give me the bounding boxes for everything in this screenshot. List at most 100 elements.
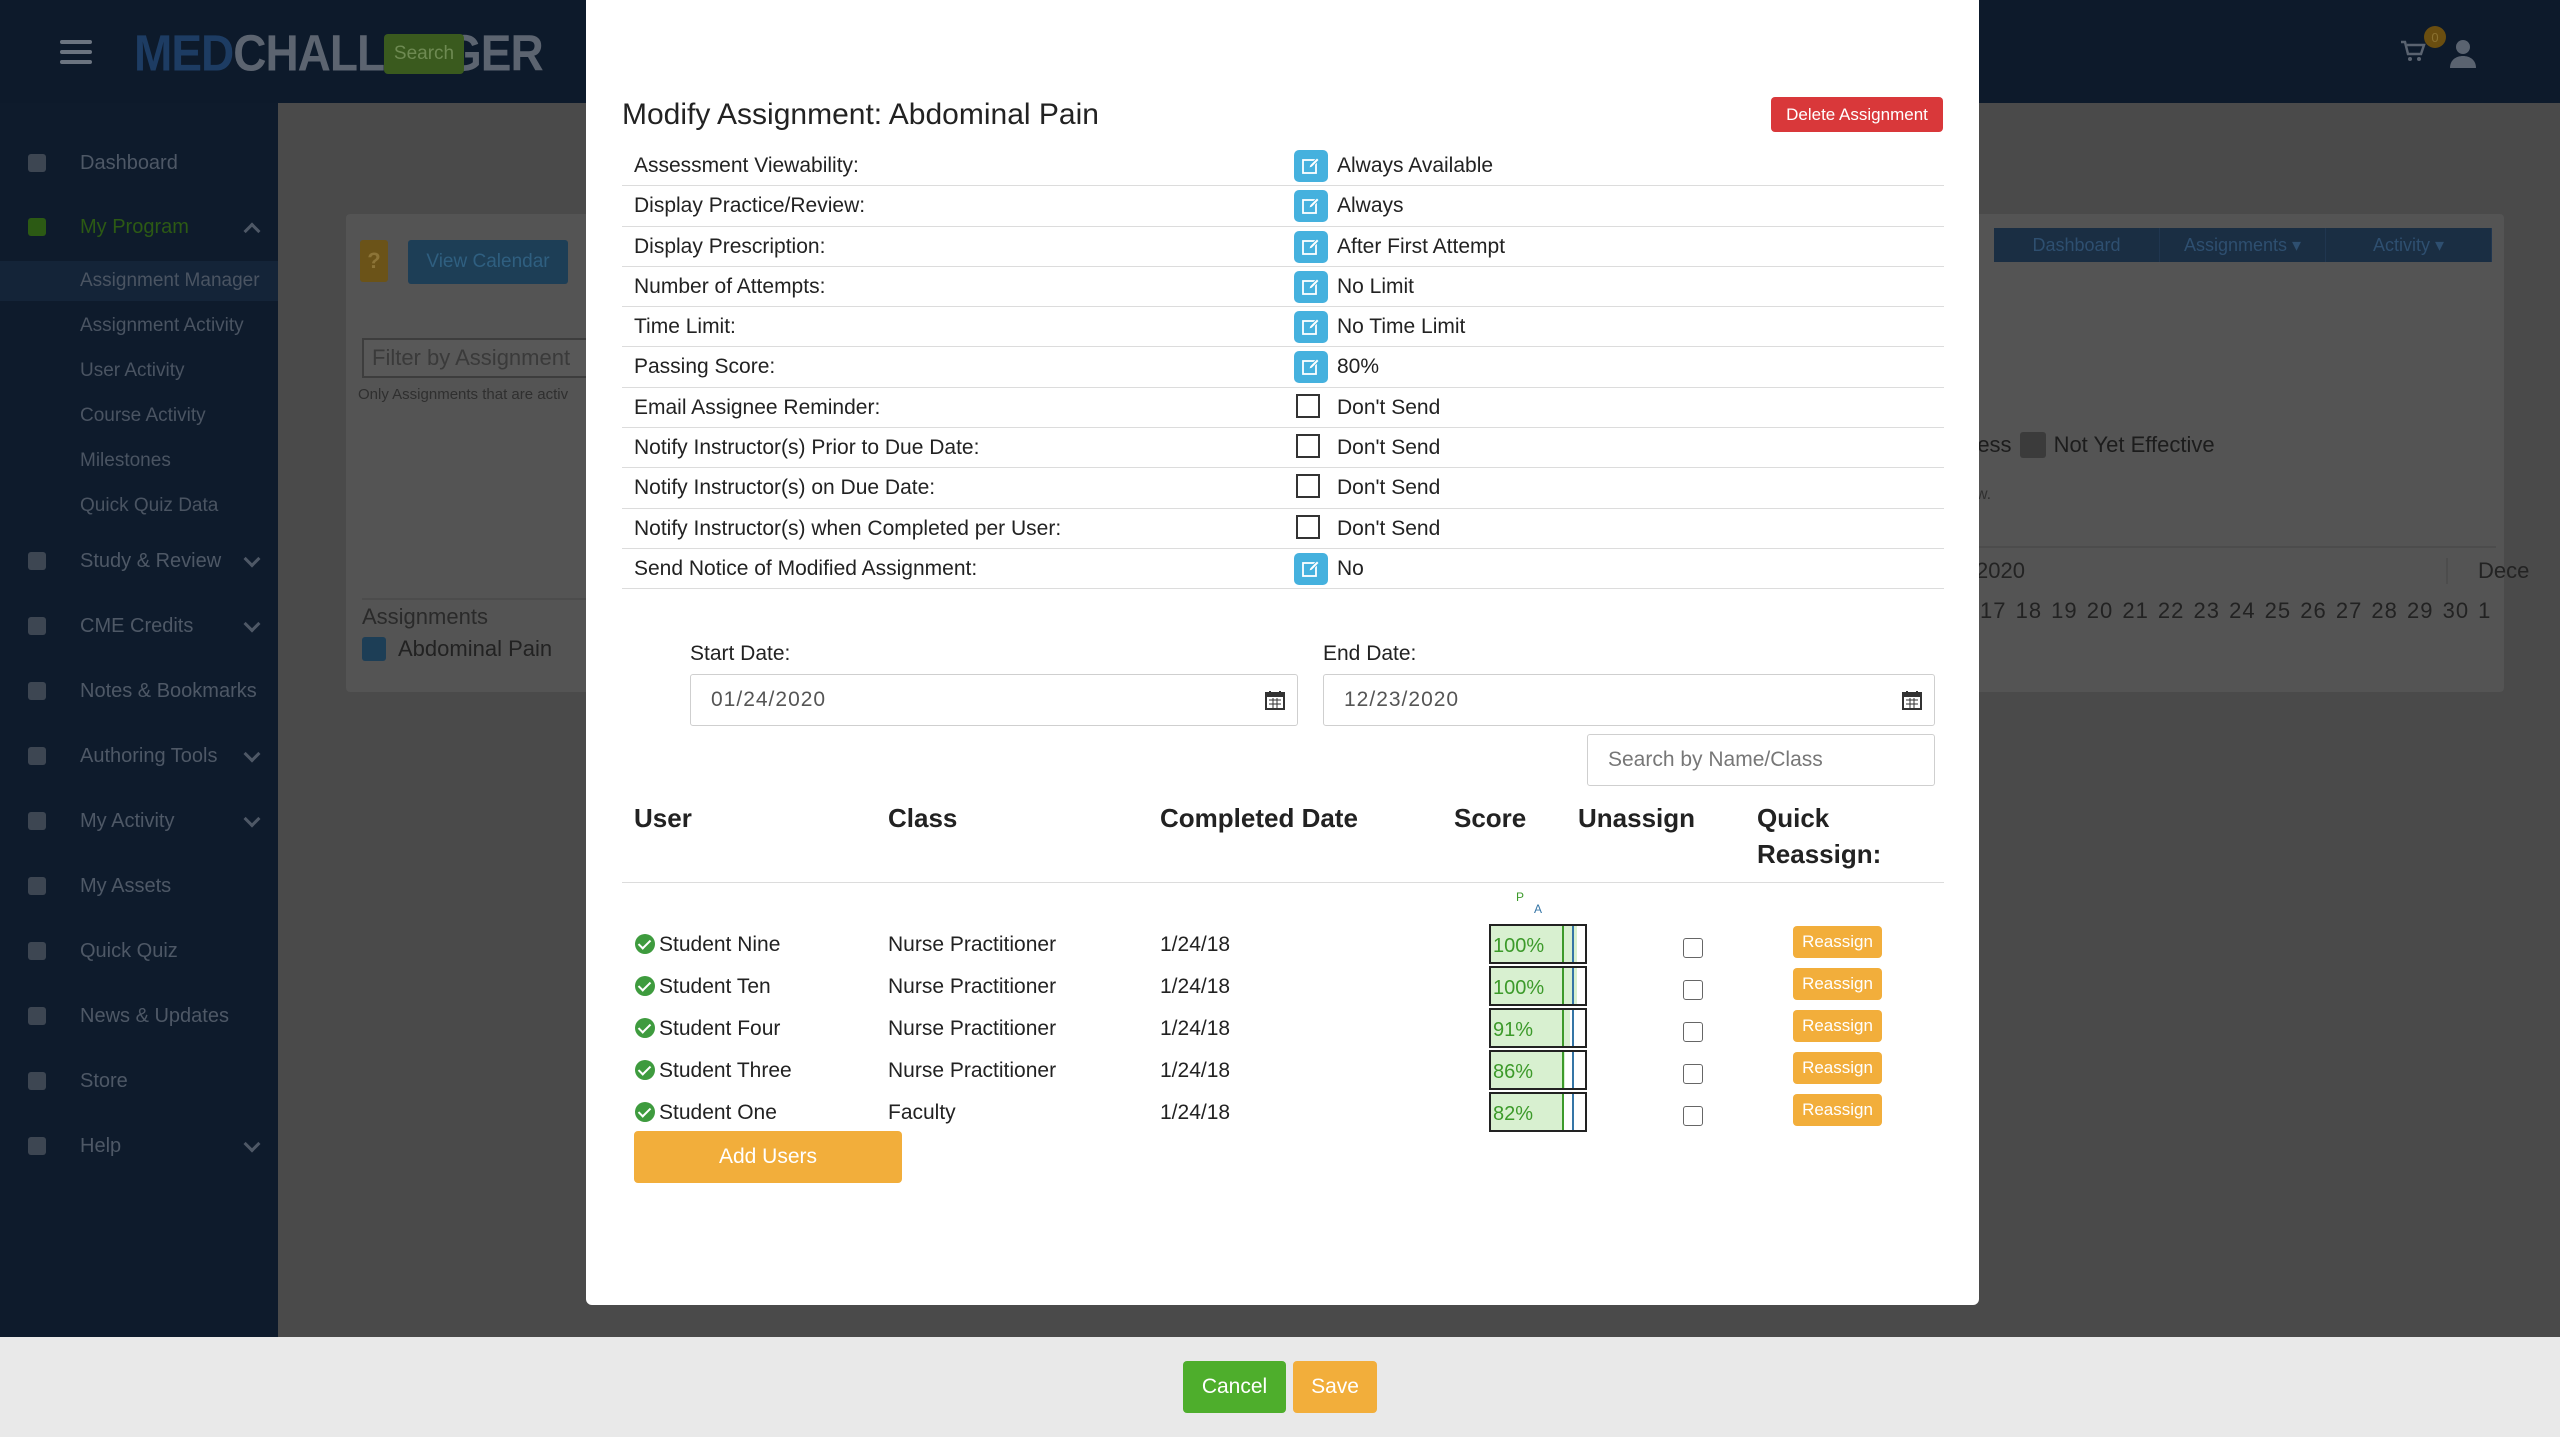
reassign-button[interactable]: Reassign bbox=[1793, 926, 1882, 958]
user-class: Nurse Practitioner bbox=[888, 975, 1057, 998]
sidebar-item-study-review[interactable]: Study & Review bbox=[0, 541, 278, 581]
sidebar-item-my-assets[interactable]: My Assets bbox=[0, 866, 278, 906]
average-score-line bbox=[1571, 926, 1574, 962]
sidebar-subitem-user-activity[interactable]: User Activity bbox=[80, 360, 185, 381]
legend-note: w. bbox=[1976, 486, 1992, 503]
edit-icon[interactable] bbox=[1294, 150, 1328, 182]
setting-label: Display Prescription: bbox=[634, 234, 826, 258]
user-name: Student Four bbox=[659, 1017, 781, 1040]
calendar-icon[interactable] bbox=[1902, 690, 1922, 710]
score-bar: 86% bbox=[1489, 1050, 1587, 1090]
start-date-input[interactable]: 01/24/2020 bbox=[690, 674, 1298, 726]
edit-icon[interactable] bbox=[1294, 552, 1328, 585]
sidebar-item-my-activity[interactable]: My Activity bbox=[0, 801, 278, 841]
hamburger-menu-icon[interactable] bbox=[60, 40, 92, 64]
setting-label: Email Assignee Reminder: bbox=[634, 395, 881, 419]
setting-checkbox[interactable] bbox=[1296, 474, 1320, 499]
search-by-name-class-input[interactable]: Search by Name/Class bbox=[1587, 734, 1935, 786]
sidebar-item-my-program[interactable]: My Program bbox=[0, 207, 278, 247]
edit-icon[interactable] bbox=[1294, 230, 1328, 263]
edit-icon[interactable] bbox=[1294, 311, 1328, 344]
score-text: 100% bbox=[1493, 977, 1545, 999]
filter-by-assignment-input[interactable]: Filter by Assignment bbox=[362, 338, 592, 378]
reassign-button[interactable]: Reassign bbox=[1793, 968, 1882, 1000]
column-header-user[interactable]: User bbox=[634, 803, 692, 833]
score-fill bbox=[1491, 1052, 1566, 1088]
setting-label: Send Notice of Modified Assignment: bbox=[634, 556, 978, 580]
sidebar-subitem-quick-quiz-data[interactable]: Quick Quiz Data bbox=[80, 495, 219, 516]
sidebar-item-cme-credits[interactable]: CME Credits bbox=[0, 606, 278, 646]
setting-checkbox[interactable] bbox=[1296, 393, 1320, 418]
sidebar-item-news-updates[interactable]: News & Updates bbox=[0, 996, 278, 1036]
user-name: Student Ten bbox=[659, 975, 771, 998]
user-account-icon[interactable] bbox=[2448, 38, 2478, 68]
sidebar-subitem-course-activity[interactable]: Course Activity bbox=[80, 405, 206, 426]
setting-row: Time Limit: No Time Limit bbox=[622, 307, 1944, 348]
sidebar-subitem-assignment-manager[interactable]: Assignment Manager bbox=[0, 261, 278, 301]
chevron-down-icon bbox=[243, 810, 261, 828]
setting-checkbox[interactable] bbox=[1296, 434, 1320, 459]
home-icon bbox=[28, 154, 46, 172]
setting-value: No Time Limit bbox=[1337, 315, 1466, 339]
sidebar-subitem-milestones[interactable]: Milestones bbox=[80, 450, 171, 471]
sidebar-item-store[interactable]: Store bbox=[0, 1061, 278, 1101]
unassign-checkbox[interactable] bbox=[1683, 1022, 1703, 1042]
sidebar-item-authoring-tools[interactable]: Authoring Tools bbox=[0, 736, 278, 776]
completed-date: 1/24/18 bbox=[1160, 933, 1231, 956]
passing-score-line bbox=[1562, 1094, 1565, 1130]
cancel-button[interactable]: Cancel bbox=[1183, 1361, 1286, 1413]
setting-label: Notify Instructor(s) when Completed per … bbox=[634, 516, 1062, 540]
column-header-score[interactable]: Score bbox=[1454, 803, 1527, 833]
tab-assignments[interactable]: Assignments ▾ bbox=[2160, 228, 2326, 262]
unassign-checkbox[interactable] bbox=[1683, 1106, 1703, 1126]
reassign-button[interactable]: Reassign bbox=[1793, 1052, 1882, 1084]
completed-date: 1/24/18 bbox=[1160, 1017, 1231, 1040]
life-ring-icon bbox=[28, 1137, 46, 1155]
user-name: Student One bbox=[659, 1101, 777, 1124]
passing-score-line bbox=[1562, 1052, 1565, 1088]
user-row: Student Three Nurse Practitioner 1/24/18 86… bbox=[622, 1047, 1944, 1090]
score-text: 100% bbox=[1493, 935, 1545, 957]
column-header-class[interactable]: Class bbox=[888, 803, 958, 833]
sidebar-subitem-assignment-activity[interactable]: Assignment Activity bbox=[80, 315, 244, 336]
sidebar-item-dashboard[interactable]: Dashboard bbox=[0, 143, 278, 183]
setting-label: Notify Instructor(s) on Due Date: bbox=[634, 476, 936, 500]
sidebar-item-help[interactable]: Help bbox=[0, 1126, 278, 1166]
edit-icon[interactable] bbox=[362, 637, 386, 661]
unassign-checkbox[interactable] bbox=[1683, 980, 1703, 1000]
column-header-completed-date[interactable]: Completed Date bbox=[1160, 803, 1358, 833]
app-logo[interactable]: MEDCHALLENGER bbox=[134, 24, 544, 82]
setting-label: Time Limit: bbox=[634, 315, 736, 339]
unassign-checkbox[interactable] bbox=[1683, 938, 1703, 958]
help-button[interactable]: ? bbox=[360, 240, 388, 282]
sidebar-item-notes-bookmarks[interactable]: Notes & Bookmarks bbox=[0, 671, 278, 711]
assignment-row[interactable]: Abdominal Pain bbox=[362, 636, 552, 662]
user-class: Nurse Practitioner bbox=[888, 1059, 1057, 1082]
edit-icon[interactable] bbox=[1294, 270, 1328, 303]
add-users-button[interactable]: Add Users bbox=[634, 1131, 902, 1183]
setting-checkbox[interactable] bbox=[1296, 514, 1320, 539]
unassign-checkbox[interactable] bbox=[1683, 1064, 1703, 1084]
calendar-icon[interactable] bbox=[1265, 690, 1285, 710]
setting-row: Notify Instructor(s) when Completed per … bbox=[622, 509, 1944, 549]
setting-value: Don't Send bbox=[1337, 395, 1441, 419]
completed-date: 1/24/18 bbox=[1160, 1101, 1231, 1124]
view-calendar-button[interactable]: View Calendar bbox=[408, 240, 568, 284]
chevron-down-icon bbox=[243, 550, 261, 568]
end-date-input[interactable]: 12/23/2020 bbox=[1323, 674, 1935, 726]
cart-icon[interactable] bbox=[2400, 40, 2426, 62]
tab-dashboard[interactable]: Dashboard bbox=[1994, 228, 2160, 262]
save-button[interactable]: Save bbox=[1293, 1361, 1377, 1413]
shopping-cart-icon bbox=[28, 1072, 46, 1090]
reassign-button[interactable]: Reassign bbox=[1793, 1010, 1882, 1042]
edit-icon[interactable] bbox=[1294, 190, 1328, 223]
edit-icon[interactable] bbox=[1294, 351, 1328, 384]
delete-assignment-button[interactable]: Delete Assignment bbox=[1771, 97, 1943, 132]
setting-value: 80% bbox=[1337, 355, 1380, 379]
sidebar-item-quick-quiz[interactable]: Quick Quiz bbox=[0, 931, 278, 971]
top-search-button[interactable]: Search bbox=[384, 34, 464, 74]
tab-activity[interactable]: Activity ▾ bbox=[2326, 228, 2492, 262]
completed-date: 1/24/18 bbox=[1160, 1059, 1231, 1082]
user-row: Student One Faculty 1/24/18 82% Reassign bbox=[622, 1089, 1944, 1132]
reassign-button[interactable]: Reassign bbox=[1793, 1094, 1882, 1126]
